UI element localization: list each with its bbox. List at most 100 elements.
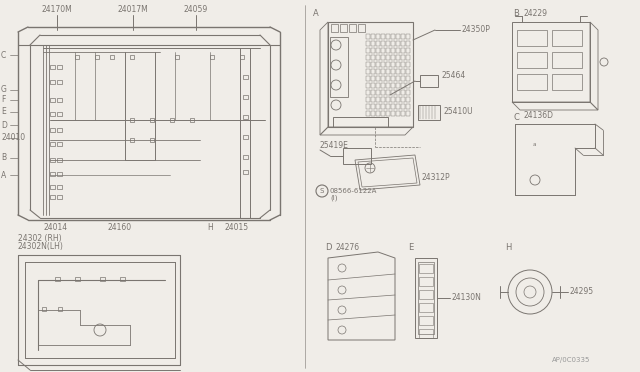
Bar xyxy=(50,112,55,116)
Bar xyxy=(371,104,375,109)
Bar xyxy=(419,264,433,273)
Bar xyxy=(371,83,375,88)
Bar xyxy=(517,30,547,46)
Text: 24017M: 24017M xyxy=(118,6,148,15)
Bar xyxy=(190,118,194,122)
Bar xyxy=(376,90,380,95)
Bar xyxy=(243,170,248,174)
Bar xyxy=(391,111,395,116)
Text: 24059: 24059 xyxy=(184,6,208,15)
Bar xyxy=(358,24,365,32)
Bar xyxy=(396,76,400,81)
Bar xyxy=(343,148,371,164)
Bar xyxy=(552,52,582,68)
Bar xyxy=(366,34,370,39)
Bar xyxy=(381,41,385,46)
Bar xyxy=(50,65,55,69)
Bar xyxy=(406,41,410,46)
Bar xyxy=(366,55,370,60)
Bar xyxy=(401,34,405,39)
Bar xyxy=(371,62,375,67)
Bar xyxy=(366,97,370,102)
Bar xyxy=(386,76,390,81)
Bar xyxy=(57,172,62,176)
Bar xyxy=(150,138,154,142)
Bar xyxy=(331,24,338,32)
Bar xyxy=(512,22,590,102)
Bar xyxy=(366,41,370,46)
Bar xyxy=(130,138,134,142)
Bar xyxy=(406,83,410,88)
Text: D: D xyxy=(325,244,332,253)
Bar xyxy=(75,55,79,59)
Text: G: G xyxy=(1,86,7,94)
Bar xyxy=(386,104,390,109)
Bar xyxy=(371,41,375,46)
Text: A: A xyxy=(313,10,319,19)
Bar xyxy=(391,34,395,39)
Text: 25410U: 25410U xyxy=(443,108,472,116)
Bar xyxy=(243,95,248,99)
Bar xyxy=(391,48,395,53)
Bar xyxy=(376,104,380,109)
Bar xyxy=(381,111,385,116)
Bar xyxy=(243,75,248,79)
Bar xyxy=(419,329,433,338)
Bar xyxy=(406,34,410,39)
Bar xyxy=(386,62,390,67)
Bar xyxy=(396,34,400,39)
Bar xyxy=(376,48,380,53)
Bar xyxy=(371,90,375,95)
Text: 25464: 25464 xyxy=(442,71,467,80)
Text: 24136D: 24136D xyxy=(524,110,554,119)
Bar xyxy=(50,195,55,199)
Bar xyxy=(406,69,410,74)
Text: H: H xyxy=(505,244,511,253)
Bar xyxy=(57,185,62,189)
Text: S: S xyxy=(320,188,324,194)
Text: 24295: 24295 xyxy=(570,288,594,296)
Bar xyxy=(419,277,433,286)
Bar xyxy=(391,104,395,109)
Text: 24302N(LH): 24302N(LH) xyxy=(18,241,64,250)
Text: 08566-6122A: 08566-6122A xyxy=(330,188,378,194)
Bar xyxy=(396,55,400,60)
Bar xyxy=(371,55,375,60)
Bar xyxy=(210,55,214,59)
Text: 24015: 24015 xyxy=(225,224,249,232)
Text: C: C xyxy=(1,51,6,60)
Bar xyxy=(376,76,380,81)
Text: B: B xyxy=(1,154,6,163)
Bar xyxy=(552,30,582,46)
Bar xyxy=(420,75,438,87)
Bar xyxy=(110,55,114,59)
Bar xyxy=(386,111,390,116)
Bar xyxy=(50,98,55,102)
Bar xyxy=(401,55,405,60)
Bar xyxy=(406,97,410,102)
Bar xyxy=(391,62,395,67)
Bar xyxy=(366,104,370,109)
Bar xyxy=(406,62,410,67)
Text: A: A xyxy=(1,170,6,180)
Bar xyxy=(57,158,62,162)
Bar xyxy=(328,22,413,127)
Text: 24302 (RH): 24302 (RH) xyxy=(18,234,61,243)
Bar xyxy=(50,142,55,146)
Bar xyxy=(381,76,385,81)
Bar xyxy=(406,55,410,60)
Text: E: E xyxy=(1,108,6,116)
Bar xyxy=(371,76,375,81)
Bar xyxy=(381,55,385,60)
Bar xyxy=(418,262,434,334)
Bar xyxy=(150,118,154,122)
Bar xyxy=(130,55,134,59)
Text: 24350P: 24350P xyxy=(462,26,491,35)
Bar xyxy=(415,258,437,338)
Bar xyxy=(391,55,395,60)
Bar xyxy=(419,316,433,325)
Text: 24312P: 24312P xyxy=(422,173,451,183)
Bar xyxy=(396,83,400,88)
Bar xyxy=(57,80,62,84)
Text: B: B xyxy=(513,10,519,19)
